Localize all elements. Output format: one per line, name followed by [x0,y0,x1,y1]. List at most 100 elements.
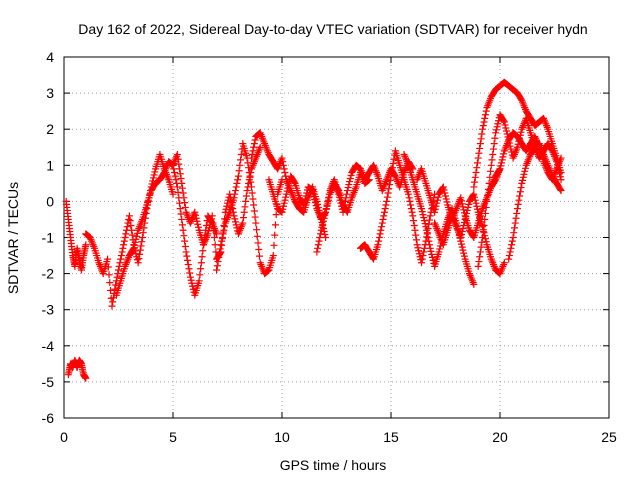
data-point-interp [458,243,466,251]
data-point-interp [132,250,140,258]
data-point [208,212,216,220]
chart-title: Day 162 of 2022, Sidereal Day-to-day VTE… [78,21,587,37]
data-point-interp [512,214,520,222]
data-point-interp [133,232,141,240]
data-point-interp [199,247,207,255]
data-point-interp [503,127,511,135]
data-point-interp [460,252,468,260]
data-point [269,252,277,260]
data-point [422,223,430,231]
data-point [134,259,142,267]
data-point-interp [280,199,288,207]
data-point-interp [378,223,386,231]
data-point-interp [471,196,479,204]
data-point-interp [511,219,519,227]
data-point-interp [312,202,320,210]
data-point [409,212,417,220]
data-point-interp [460,206,468,214]
data-point-interp [177,175,185,183]
data-point-interp [340,201,348,209]
data-point-interp [133,256,141,264]
data-point-interp [514,200,522,208]
grid [64,57,609,418]
data-point-interp [410,217,418,225]
data-point-interp [428,253,436,261]
data-point-interp [301,198,309,206]
data-point-interp [123,223,131,231]
data-point-interp [120,241,128,249]
data-point-interp [482,107,490,115]
data-point-interp [180,194,188,202]
series-s2 [64,356,90,382]
data-point-interp [556,173,564,181]
data-point-interp [427,247,435,255]
data-point-interp [386,176,394,184]
data-point-interp [428,250,436,258]
data-point-interp [314,241,322,249]
data-point-interp [460,249,468,257]
data-point-interp [433,199,441,207]
data-point-interp [125,215,133,223]
x-tick-label: 5 [169,429,177,445]
data-point [278,208,286,216]
data-point-interp [126,217,134,225]
data-points [62,78,565,382]
data-point [505,255,513,263]
data-point-interp [271,221,279,229]
data-point [186,273,194,281]
y-tick-label: 0 [46,193,54,209]
data-point-interp [336,196,344,204]
data-point-interp [303,189,311,197]
data-point-interp [488,156,496,164]
data-point-interp [311,196,319,204]
data-point [252,219,260,227]
data-point-interp [476,248,484,256]
data-point-interp [246,173,254,181]
data-point-interp [480,229,488,237]
data-point-interp [245,169,253,177]
data-point [322,208,330,216]
data-point [82,241,90,249]
x-tick-label: 10 [274,429,290,445]
data-point-interp [316,234,324,241]
data-point-interp [197,259,205,267]
data-point-interp [248,150,256,158]
data-point-interp [475,149,483,157]
data-point-interp [120,237,128,245]
data-point-interp [346,175,354,183]
data-point-interp [150,171,158,179]
data-point [138,234,146,241]
x-tick-labels: 0 5 10 15 20 25 [60,429,617,445]
data-point-interp [311,199,319,207]
series-s17 [505,140,565,263]
data-point-interp [181,203,189,211]
data-point-interp [174,155,182,163]
data-point [178,179,186,187]
data-point [479,234,487,241]
data-point-interp [519,176,527,184]
data-point-interp [116,259,124,267]
data-point-interp [280,165,288,173]
y-tick-label: -4 [42,338,55,354]
data-point-interp [556,185,564,193]
data-point-interp [189,282,197,290]
data-point-interp [421,220,429,228]
data-point-interp [407,201,415,209]
data-point-interp [198,253,206,261]
y-tick-labels: -6 -5 -4 -3 -2 -1 0 1 2 3 4 [42,49,55,426]
data-point-interp [179,226,187,234]
data-point-interp [388,164,396,172]
data-point-interp [382,201,390,209]
data-point-interp [473,205,481,213]
data-point-interp [489,145,497,153]
data-point-interp [462,212,470,220]
data-point-interp [341,197,349,205]
series-s10 [356,147,439,267]
data-point [426,244,434,252]
data-point-interp [205,227,213,235]
data-point-interp [242,197,250,205]
data-point-interp [323,201,331,209]
data-point [130,244,138,252]
